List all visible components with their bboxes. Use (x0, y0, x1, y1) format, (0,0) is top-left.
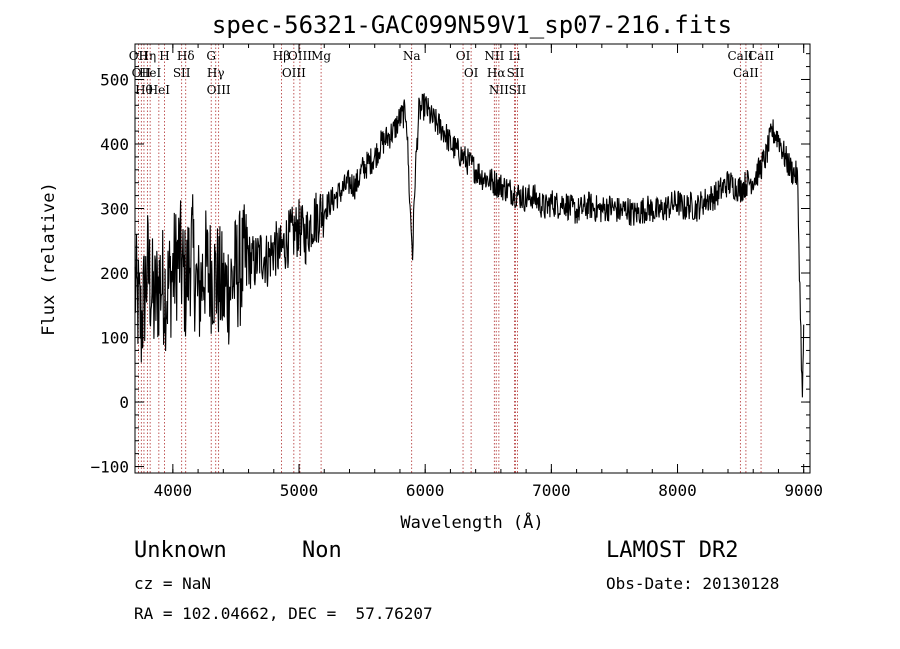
annotation-label: Hη (139, 49, 157, 63)
annotation-label: Na (403, 49, 421, 63)
x-tick-label: 4000 (154, 481, 193, 500)
x-axis-label: Wavelength (Å) (400, 511, 543, 533)
annotation-label: CaII (727, 49, 753, 63)
annotation-label: Hβ (273, 49, 290, 63)
annotation-label: OIII (288, 49, 312, 63)
x-tick-label: 8000 (658, 481, 697, 500)
x-tick-label: 9000 (784, 481, 823, 500)
coordinates-label: RA = 102.04662, DEC = 57.76207 (134, 604, 433, 623)
annotation-label: Hθ (135, 83, 153, 97)
annotation-label: OI (456, 49, 471, 63)
plot-frame (134, 43, 811, 474)
annotation-label: Mg (311, 49, 331, 63)
annotation-label: Hα (487, 66, 506, 80)
annotation-label: OIII (282, 66, 306, 80)
survey-label: LAMOST DR2 (606, 538, 739, 563)
y-tick-label: 300 (100, 200, 129, 219)
y-axis-ticks: −100 0 100 200 300 400 500 (90, 53, 810, 477)
x-tick-label: 5000 (280, 481, 319, 500)
x-axis-ticks: 4000 5000 6000 7000 8000 9000 (154, 44, 823, 500)
annotation-label: Li (509, 49, 521, 63)
y-tick-label: 500 (100, 70, 129, 89)
annotation-label: HeI (139, 66, 162, 80)
annotation-label: OI (464, 66, 479, 80)
annotation-label: OII (129, 49, 149, 63)
y-tick-label: 0 (119, 393, 129, 412)
y-axis-label: Flux (relative) (39, 182, 59, 336)
subclass-label: Non (302, 538, 342, 563)
y-tick-label: 400 (100, 135, 129, 154)
annotation-label: OII (132, 66, 152, 80)
annotation-label: Hγ (207, 66, 225, 80)
chart-title: spec-56321-GAC099N59V1_sp07-216.fits (212, 11, 732, 39)
x-tick-label: 6000 (406, 481, 445, 500)
spectrum-line (134, 93, 805, 398)
annotation-label: SII (507, 66, 525, 80)
annotation-label: HeI (148, 83, 171, 97)
redshift-label: cz = NaN (134, 574, 212, 593)
annotation-label: CaII (748, 49, 774, 63)
annotation-label: Hδ (177, 49, 195, 63)
class-label: Unknown (134, 538, 227, 563)
y-tick-label: −100 (90, 458, 129, 477)
annotation-label: OIII (207, 83, 231, 97)
annotation-lines (138, 44, 762, 473)
obs-date-label: Obs-Date: 20130128 (606, 574, 780, 593)
y-tick-label: 100 (100, 329, 129, 348)
annotation-label: SII (173, 66, 191, 80)
annotation-label: NII (484, 49, 504, 63)
x-tick-label: 7000 (532, 481, 571, 500)
annotation-label: NII (489, 83, 509, 97)
annotation-label: G (206, 49, 216, 63)
annotation-label: SII (509, 83, 527, 97)
y-tick-label: 200 (100, 264, 129, 283)
annotation-label: CaII (733, 66, 759, 80)
annotation-label: H (159, 49, 169, 63)
